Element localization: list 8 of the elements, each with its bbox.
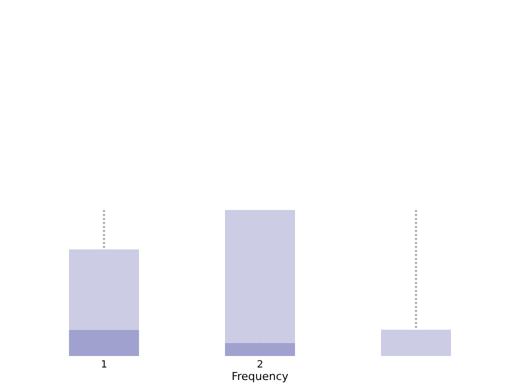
bar bbox=[225, 342, 295, 356]
bar bbox=[225, 210, 295, 343]
bar bbox=[381, 330, 451, 356]
x-axis-title: Frequency bbox=[232, 370, 289, 383]
bar bbox=[69, 330, 139, 356]
bar bbox=[69, 249, 139, 330]
x-tick-label: 2 bbox=[256, 360, 264, 370]
x-tick-label: 1 bbox=[100, 360, 108, 370]
